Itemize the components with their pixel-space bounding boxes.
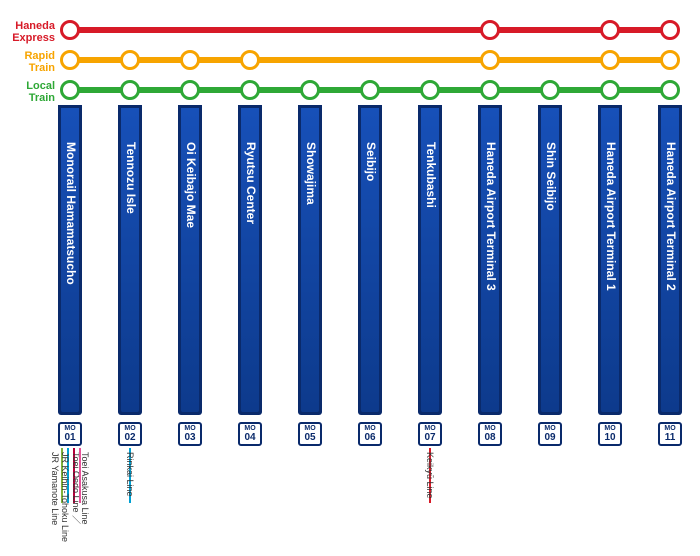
station-number-value: 10 <box>600 433 620 443</box>
station-number-05: MO05 <box>298 422 322 446</box>
station-number-value: 08 <box>480 433 500 443</box>
station-number-value: 03 <box>180 433 200 443</box>
station-name-06: Seibijo <box>364 142 378 181</box>
service-line-rapid <box>70 57 670 63</box>
station-number-06: MO06 <box>358 422 382 446</box>
stop-local-09 <box>540 80 560 100</box>
stop-rapid-01 <box>60 50 80 70</box>
station-number-value: 07 <box>420 433 440 443</box>
station-name-03: Oi Keibajo Mae <box>184 142 198 228</box>
station-name-02: Tennozu Isle <box>124 142 138 214</box>
station-number-10: MO10 <box>598 422 622 446</box>
service-label-rapid: RapidTrain <box>0 50 55 74</box>
stop-local-05 <box>300 80 320 100</box>
stop-local-04 <box>240 80 260 100</box>
station-number-04: MO04 <box>238 422 262 446</box>
stop-rapid-03 <box>180 50 200 70</box>
stop-local-02 <box>120 80 140 100</box>
service-label-express: HanedaExpress <box>0 20 55 44</box>
station-number-value: 01 <box>60 433 80 443</box>
connection-label: JR Yamanote Line <box>50 452 60 525</box>
station-name-01: Monorail Hamamatsucho <box>64 142 78 285</box>
stop-express-11 <box>660 20 680 40</box>
stop-rapid-08 <box>480 50 500 70</box>
station-name-07: Tenkubashi <box>424 142 438 208</box>
connection-label: Toei Asakusa Line <box>80 452 90 525</box>
stop-local-07 <box>420 80 440 100</box>
service-label-local: LocalTrain <box>0 80 55 104</box>
station-name-09: Shin Seibijo <box>544 142 558 211</box>
station-number-02: MO02 <box>118 422 142 446</box>
stop-rapid-11 <box>660 50 680 70</box>
connection-label: JR Keihin-Tohoku Line <box>60 452 70 542</box>
connection-label: Keikyū Line <box>425 452 435 499</box>
service-line-express <box>70 27 670 33</box>
station-number-value: 06 <box>360 433 380 443</box>
station-name-05: Showajima <box>304 142 318 205</box>
stop-rapid-04 <box>240 50 260 70</box>
stop-express-08 <box>480 20 500 40</box>
stop-local-08 <box>480 80 500 100</box>
station-number-03: MO03 <box>178 422 202 446</box>
stop-rapid-02 <box>120 50 140 70</box>
station-name-10: Haneda Airport Terminal 1 <box>604 142 618 291</box>
stop-express-01 <box>60 20 80 40</box>
station-number-value: 11 <box>660 433 680 443</box>
station-number-value: 04 <box>240 433 260 443</box>
station-name-04: Ryutsu Center <box>244 142 258 224</box>
stop-express-10 <box>600 20 620 40</box>
connection-label: Rinkai Line <box>125 452 135 497</box>
stop-local-01 <box>60 80 80 100</box>
station-number-value: 05 <box>300 433 320 443</box>
stop-rapid-10 <box>600 50 620 70</box>
station-number-11: MO11 <box>658 422 682 446</box>
stop-local-06 <box>360 80 380 100</box>
stop-local-03 <box>180 80 200 100</box>
station-number-08: MO08 <box>478 422 502 446</box>
station-number-value: 02 <box>120 433 140 443</box>
station-number-value: 09 <box>540 433 560 443</box>
station-number-09: MO09 <box>538 422 562 446</box>
station-number-01: MO01 <box>58 422 82 446</box>
station-name-08: Haneda Airport Terminal 3 <box>484 142 498 291</box>
station-name-11: Haneda Airport Terminal 2 <box>664 142 678 291</box>
stop-local-11 <box>660 80 680 100</box>
stop-local-10 <box>600 80 620 100</box>
station-number-07: MO07 <box>418 422 442 446</box>
route-diagram: HanedaExpress RapidTrain LocalTrain Monorai… <box>0 0 700 556</box>
